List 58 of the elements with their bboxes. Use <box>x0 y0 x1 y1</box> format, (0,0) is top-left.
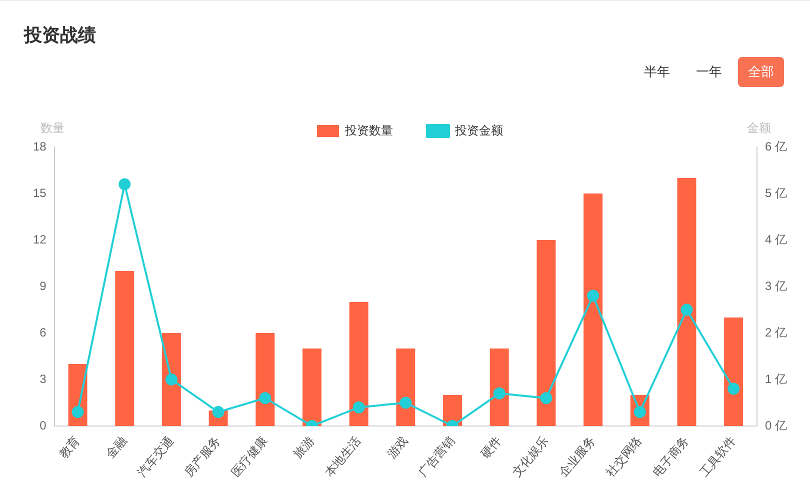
text: 一年 <box>686 57 732 87</box>
y-tick-label: 9 <box>40 278 47 293</box>
bar <box>115 270 134 426</box>
chart-title: 投资战绩 <box>24 24 96 47</box>
y-tick-label: 18 <box>32 139 47 154</box>
point <box>400 396 412 409</box>
point <box>352 401 365 414</box>
x-tick-label: 社交网络 <box>603 434 645 480</box>
point <box>72 406 84 418</box>
point <box>680 304 693 316</box>
y2-tick-label: 6 亿 <box>764 139 788 154</box>
x-tick-label: 工具软件 <box>696 434 738 480</box>
y2-tick-label: 4 亿 <box>764 232 788 246</box>
legend-label: 投资金额 <box>454 123 503 138</box>
x-tick-label: 广告营销 <box>416 434 458 480</box>
text: 半年 <box>634 57 680 87</box>
point <box>587 290 600 302</box>
point <box>165 373 178 386</box>
x-tick-label: 汽车交通 <box>134 434 176 480</box>
bar <box>302 348 322 426</box>
y-tick-label: 12 <box>32 232 47 246</box>
bar <box>536 240 556 426</box>
x-tick-label: 教育 <box>56 434 83 462</box>
x-tick-label: 金融 <box>103 434 130 462</box>
x-tick-label: 医疗健康 <box>228 434 270 480</box>
point <box>493 387 506 400</box>
y-axis-title: 数量 <box>40 121 64 136</box>
point <box>118 178 131 190</box>
x-tick-label: 旅游 <box>290 434 317 462</box>
y2-tick-label: 2 亿 <box>764 325 788 340</box>
y-tick-label: 6 <box>40 325 47 340</box>
text: 全部 <box>738 57 784 87</box>
y2-tick-label: 1 亿 <box>764 372 788 386</box>
x-tick-label: 游戏 <box>384 434 411 462</box>
bar <box>349 302 368 426</box>
x-tick-label: 硬件 <box>478 434 504 462</box>
point <box>540 392 552 404</box>
y2-tick-label: 3 亿 <box>764 278 788 293</box>
bar <box>724 317 744 426</box>
x-tick-label: 企业服务 <box>556 434 598 480</box>
bar <box>584 193 603 426</box>
bar <box>677 178 696 426</box>
point <box>728 382 740 395</box>
x-tick-label: 文化娱乐 <box>509 434 552 480</box>
y2-tick-label: 5 亿 <box>764 186 788 200</box>
y-tick-label: 0 <box>40 418 47 432</box>
y2-tick-label: 0 亿 <box>764 418 788 432</box>
y2-axis-title: 金额 <box>746 121 771 136</box>
x-tick-label: 电子商务 <box>650 434 692 480</box>
bar <box>256 332 275 426</box>
bar <box>490 348 509 426</box>
y-tick-label: 15 <box>32 186 47 200</box>
legend-label: 投资数量 <box>344 123 393 138</box>
y-tick-label: 3 <box>40 372 47 386</box>
x-tick-label: 房产服务 <box>182 434 224 480</box>
bar <box>396 348 416 426</box>
point <box>259 392 272 404</box>
x-tick-label: 本地生活 <box>322 434 364 480</box>
